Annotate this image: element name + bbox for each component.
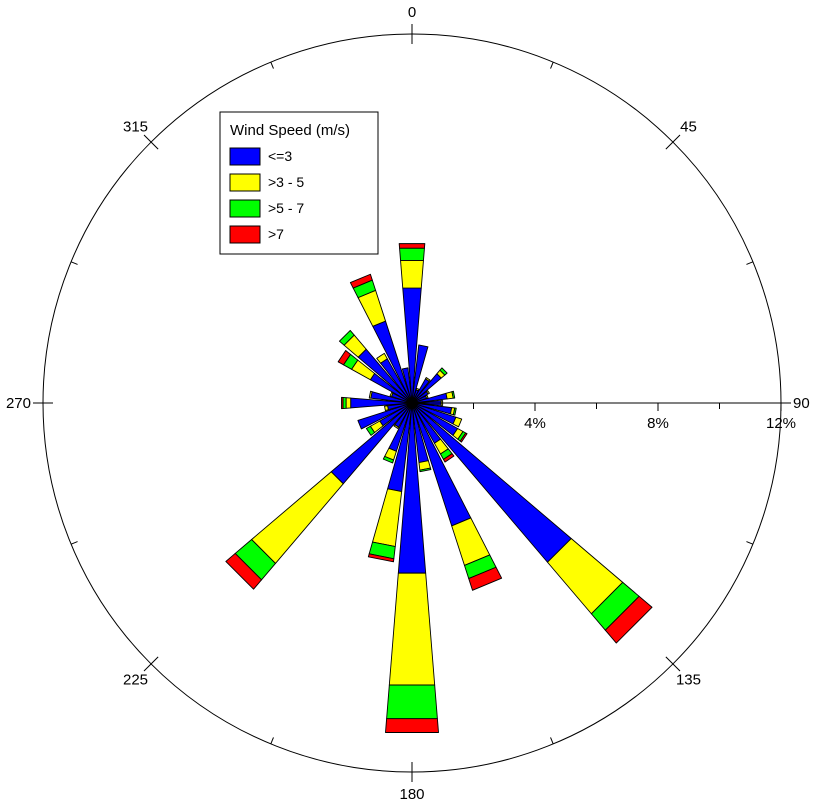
direction-tick [143, 656, 159, 672]
direction-tick [665, 656, 681, 672]
wind-bar-segment [367, 553, 395, 563]
direction-label: 135 [676, 671, 701, 688]
wind-bar-segment [411, 344, 429, 404]
radial-tick-label: 8% [647, 415, 669, 432]
wind-bar-segment [411, 402, 572, 563]
wind-bar-segment [372, 488, 403, 548]
direction-tick [70, 261, 78, 265]
direction-label: 225 [123, 671, 148, 688]
wind-bar-segment [452, 416, 463, 428]
wind-bar-segment [439, 367, 448, 376]
legend-swatch [229, 199, 261, 218]
direction-tick [270, 737, 274, 745]
legend-swatch [229, 147, 261, 166]
wind-bar-segment [225, 553, 262, 590]
wind-bar-segment [426, 390, 430, 395]
wind-bar-segment [459, 432, 468, 443]
legend-label: >7 [268, 226, 284, 242]
direction-tick [746, 261, 754, 265]
wind-bar-segment [425, 394, 429, 399]
legend-swatch [229, 173, 261, 192]
direction-tick [746, 541, 754, 545]
direction-tick [550, 737, 554, 745]
wind-bar-segment [341, 396, 344, 410]
direction-label: 180 [399, 786, 424, 803]
wind-bar-segment [443, 453, 455, 463]
legend-items: <=3 >3 - 5 >5 - 7 >7 [229, 147, 304, 244]
rose-bars [225, 243, 653, 733]
wind-bar-segment [425, 377, 431, 382]
legend-label: <=3 [268, 148, 292, 164]
wind-bar-segment [419, 467, 432, 473]
legend-swatch [229, 225, 261, 244]
direction-label: 315 [123, 119, 148, 136]
wind-bar-segment [604, 595, 653, 644]
radial-tick-label: 12% [766, 415, 796, 432]
direction-label: 0 [408, 4, 416, 21]
wind-bar-segment [365, 425, 376, 436]
wind-bar-segment [376, 352, 388, 364]
wind-bar-segment [349, 273, 373, 289]
wind-bar-segment [400, 260, 424, 289]
legend: Wind Speed (m/s) <=3 >3 - 5 >5 - 7 >7 [219, 111, 379, 255]
wind-bar-segment [357, 402, 413, 430]
wind-bar-segment [337, 350, 351, 366]
legend-title: Wind Speed (m/s) [230, 122, 350, 139]
wind-bar-segment [384, 405, 389, 412]
wind-bar-segment [338, 329, 355, 346]
wind-bar-segment [251, 471, 344, 564]
wind-bar-segment [393, 424, 399, 429]
direction-tick [70, 541, 78, 545]
wind-bar-segment [399, 247, 425, 261]
wind-bar-segment [401, 367, 413, 404]
direction-tick [270, 61, 274, 69]
direction-tick [550, 61, 554, 69]
radial-tick-label: 4% [524, 415, 546, 432]
wind-bar-segment [382, 455, 395, 464]
direction-labels: 0 45 90 135 180 225 270 315 [6, 4, 810, 803]
wind-bar-segment [389, 392, 394, 397]
direction-label: 45 [680, 119, 697, 136]
wind-bar-segment [388, 572, 436, 686]
wind-bar-segment [342, 397, 347, 409]
direction-label: 270 [6, 395, 31, 412]
radial-axis: 4% 8% 12% [412, 402, 796, 432]
wind-bar-segment [415, 387, 420, 392]
direction-label: 90 [793, 395, 810, 412]
wind-bar-segment [398, 243, 426, 249]
direction-tick [665, 134, 681, 150]
legend-label: >3 - 5 [268, 174, 304, 190]
wind-bar-segment [345, 397, 352, 409]
wind-bar-segment [452, 407, 457, 416]
wind-bar-segment [451, 390, 456, 399]
legend-label: >5 - 7 [268, 200, 304, 216]
direction-tick [143, 134, 159, 150]
wind-bar-segment [385, 718, 439, 733]
wind-bar-segment [468, 566, 503, 591]
wind-bar-segment [368, 390, 373, 399]
wind-bar-segment [386, 684, 438, 720]
